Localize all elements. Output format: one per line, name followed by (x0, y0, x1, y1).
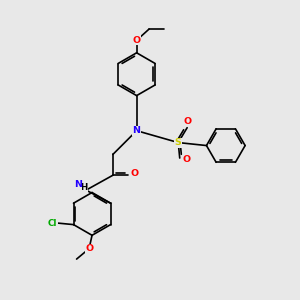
Text: O: O (133, 36, 141, 45)
Text: Cl: Cl (48, 219, 58, 228)
Text: O: O (182, 155, 190, 164)
Text: N: N (74, 180, 82, 189)
Text: O: O (184, 117, 192, 126)
Text: H: H (80, 183, 87, 192)
Text: O: O (131, 169, 139, 178)
Text: S: S (175, 138, 181, 147)
Text: N: N (133, 126, 141, 135)
Text: O: O (85, 244, 93, 253)
